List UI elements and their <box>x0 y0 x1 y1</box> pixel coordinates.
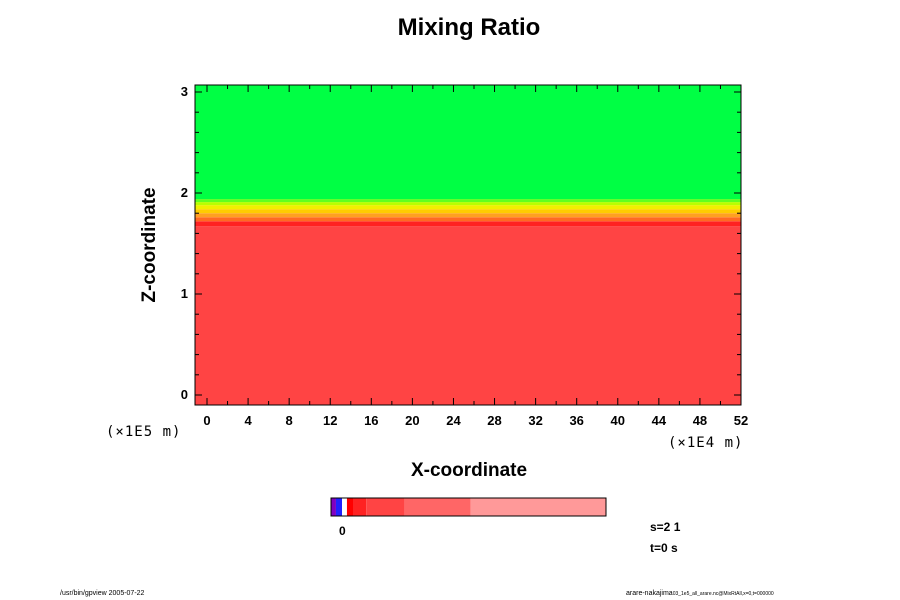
heatmap-layer-5 <box>195 205 741 210</box>
x-tick-label: 44 <box>651 413 667 428</box>
x-tick-label: 4 <box>244 413 252 428</box>
heatmap-layer-0 <box>195 226 741 405</box>
heatmap-layer-2 <box>195 217 741 222</box>
x-tick-label: 28 <box>487 413 502 428</box>
colorbar-segment-5 <box>366 498 405 516</box>
heatmap-layer-4 <box>195 209 741 214</box>
colorbar-label: 0 <box>339 524 346 538</box>
heatmap-layer-7 <box>195 199 741 203</box>
x-axis-label: X-coordinate <box>410 460 528 481</box>
colorbar-segment-0 <box>331 498 336 516</box>
y-tick-label: 2 <box>180 185 188 200</box>
x-tick-label: 48 <box>692 413 708 428</box>
footer-right: arare-nakajima03_1e5_all_arare.nc@MixRtA… <box>626 590 774 597</box>
chart-title: Mixing Ratio <box>397 14 541 41</box>
x-tick-label: 36 <box>569 413 584 428</box>
x-tick-label: 12 <box>322 413 338 428</box>
x-tick-label: 40 <box>610 413 625 428</box>
heatmap-layer-6 <box>195 202 741 206</box>
colorbar-frame <box>330 497 607 517</box>
info-s: s=2 1 <box>650 520 681 534</box>
colorbar-segment-7 <box>470 498 606 516</box>
heatmap-layer-1 <box>195 221 741 227</box>
y-tick-label: 0 <box>180 387 188 402</box>
heatmap-layer-8 <box>195 85 741 200</box>
y-axis-unit: (×1E5 m) <box>106 424 182 440</box>
x-tick-label: 32 <box>528 413 543 428</box>
colorbar-segment-3 <box>346 498 354 516</box>
x-tick-label: 0 <box>203 413 211 428</box>
y-axis-label: Z-coordinate <box>139 187 160 303</box>
footer-right-main: arare-nakajima <box>626 590 673 597</box>
x-tick-label: 52 <box>733 413 749 428</box>
footer-left: /usr/bin/gpview 2005-07-22 <box>60 590 145 597</box>
info-t: t=0 s <box>650 541 678 555</box>
plot-frame <box>194 84 742 406</box>
colorbar-segment-2 <box>342 498 347 516</box>
x-axis-unit: (×1E4 m) <box>668 435 744 451</box>
y-tick-label: 1 <box>180 286 188 301</box>
colorbar-segment-6 <box>404 498 471 516</box>
footer-right-small: 03_1e5_all_arare.nc@MixRtAll,x=0,t=00000… <box>672 591 774 597</box>
x-tick-label: 16 <box>364 413 379 428</box>
x-tick-label: 8 <box>285 413 293 428</box>
heatmap-layer-3 <box>195 213 741 218</box>
colorbar-segment-1 <box>335 498 342 516</box>
x-tick-label: 24 <box>446 413 461 428</box>
x-tick-label: 20 <box>405 413 420 428</box>
colorbar-segment-4 <box>353 498 367 516</box>
y-tick-label: 3 <box>180 84 188 99</box>
